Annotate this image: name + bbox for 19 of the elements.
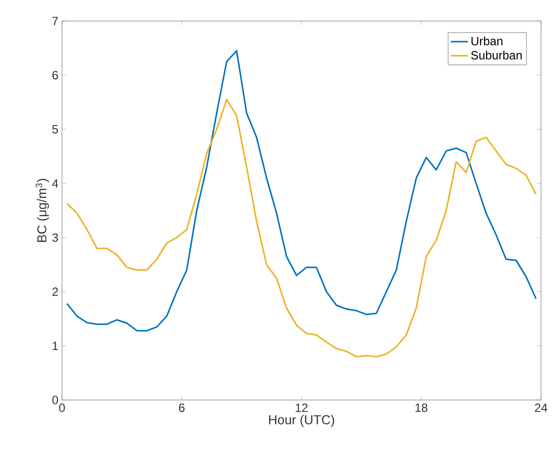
y-tick-label: 2 (52, 288, 58, 296)
x-tick-label: 0 (59, 404, 65, 412)
x-tick-label: 12 (296, 404, 308, 412)
y-axis-title: BC (μg/m$^{3}$) (36, 178, 49, 242)
y-tick-label: 3 (52, 233, 58, 242)
legend-label: Suburban (471, 50, 522, 60)
x-tick-label: 24 (534, 404, 548, 412)
legend-label: Urban (472, 36, 502, 46)
x-axis-title: Hour (UTC) (269, 414, 334, 427)
y-tick-label: 1 (52, 342, 58, 350)
x-tick-label: 18 (416, 404, 428, 412)
y-tick-label: 4 (52, 179, 58, 188)
y-tick-label: 7 (52, 16, 58, 26)
y-tick-label: 6 (52, 70, 58, 80)
x-tick-label: 6 (179, 404, 185, 412)
y-tick-label: 0 (52, 396, 58, 404)
line-series (66, 50, 537, 332)
y-tick-label: 5 (52, 125, 58, 134)
line-series (66, 98, 537, 358)
